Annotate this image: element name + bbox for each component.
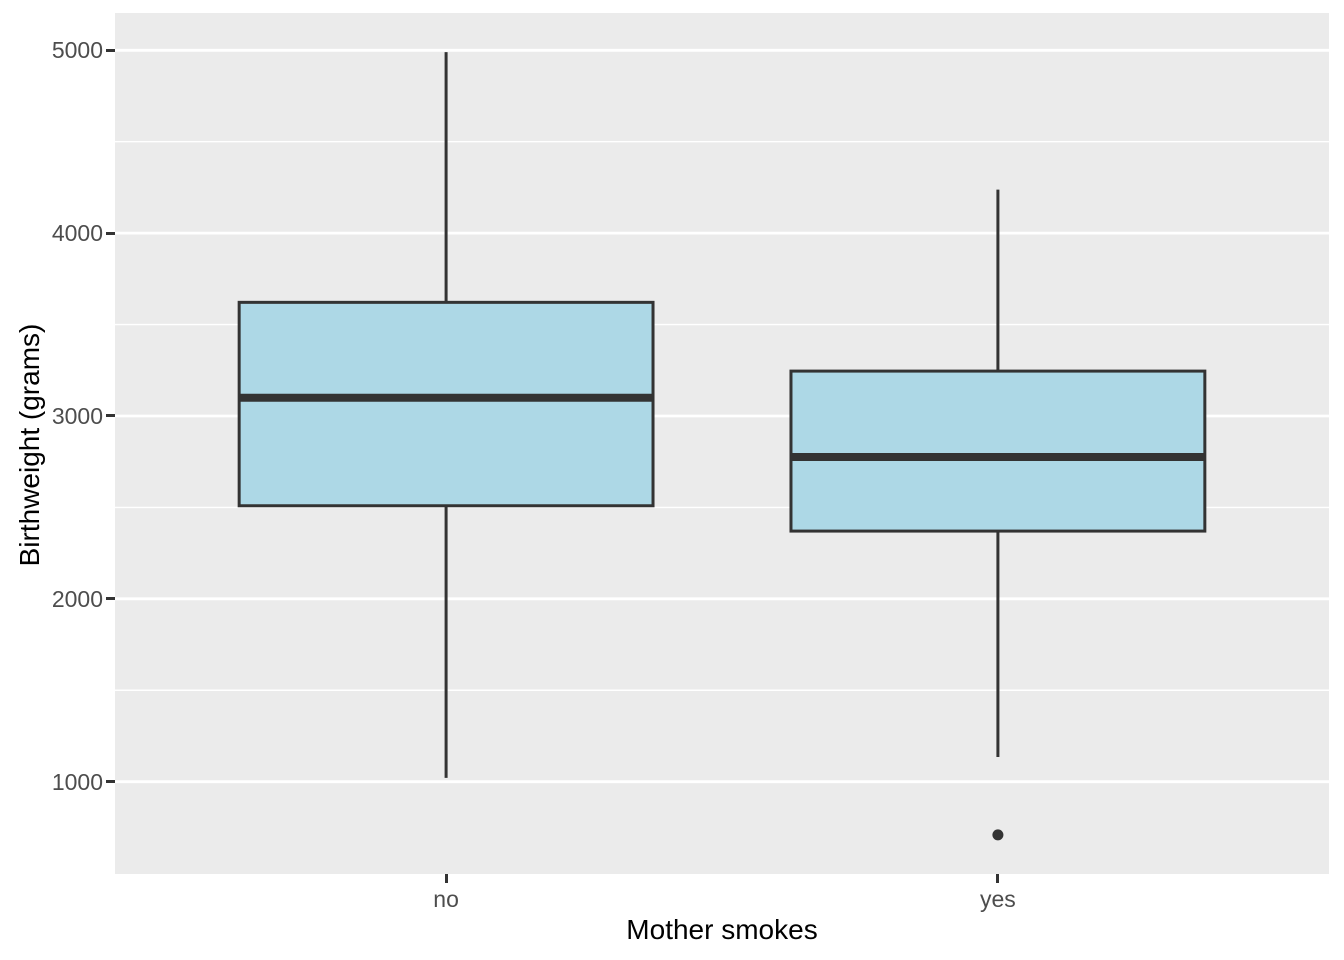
y-tick-mark <box>106 48 115 52</box>
y-tick-label: 1000 <box>51 768 103 795</box>
box-iqr-no <box>237 300 655 508</box>
y-tick-mark <box>106 597 115 601</box>
plot-panel <box>115 13 1329 874</box>
x-tick-label-no: no <box>433 886 459 912</box>
y-axis-title: Birthweight (grams) <box>14 323 45 567</box>
x-axis-title: Mother smokes <box>626 914 818 945</box>
y-tick-mark <box>106 414 115 418</box>
y-tick-label: 4000 <box>51 220 103 247</box>
box-iqr-yes <box>789 369 1207 533</box>
y-tick-mark <box>106 231 115 235</box>
y-tick-mark <box>106 780 115 784</box>
y-tick-label: 3000 <box>51 402 103 429</box>
x-tick-mark <box>444 874 448 883</box>
y-tick-label: 2000 <box>51 585 103 612</box>
y-tick-label: 5000 <box>51 37 103 64</box>
boxplot-canvas <box>115 48 1329 841</box>
x-tick-label-yes: yes <box>980 886 1016 912</box>
outlier-point-yes <box>992 829 1004 841</box>
x-tick-mark <box>996 874 1000 883</box>
